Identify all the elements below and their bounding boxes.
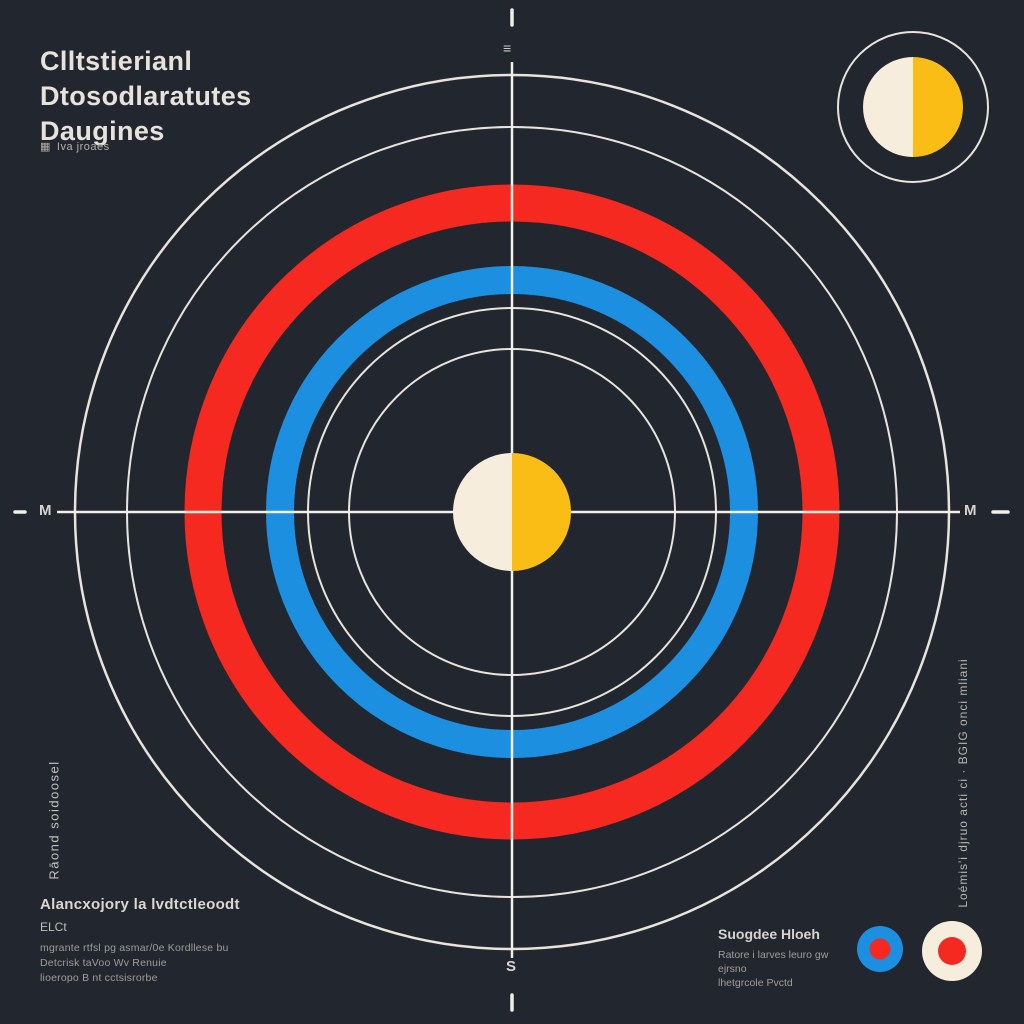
grid-icon: ▦ <box>40 141 51 153</box>
title-line-2: Dtosodlaratutes <box>40 81 252 111</box>
badge-cream-red-inner <box>938 937 966 965</box>
footer-right-block: Suogdee Hloeh Ratore i larves leuro gw e… <box>718 926 858 990</box>
byline: ▦ Iva jroaes <box>40 140 110 154</box>
footer-left-block: Alancxojory la lvdtctleoodt ELCt mgrante… <box>40 896 340 986</box>
emblem-disc-left-half <box>863 57 913 157</box>
title-line-1: Clltstierianl <box>40 46 193 76</box>
footer-left-code: ELCt <box>40 920 67 934</box>
compass-west-label: M <box>39 502 52 519</box>
compass-east-label: M <box>964 502 977 519</box>
footer-left-notes: mgrante rtfsl pg asmar/0e Kordllese bu D… <box>40 941 340 986</box>
badge-blue-red-inner <box>869 938 891 960</box>
page-title: Clltstierianl Dtosodlaratutes Daugines <box>40 44 252 149</box>
footer-left-line-1: mgrante rtfsl pg asmar/0e Kordllese bu <box>40 942 229 954</box>
byline-text: Iva jroaes <box>56 140 110 153</box>
left-vertical-label: Rāond soidoosel <box>46 760 62 880</box>
compass-north-glyph: ≡ <box>503 40 512 56</box>
footer-right-notes: Ratore i larves leuro gw ejrsno lhetgrco… <box>718 948 858 990</box>
emblem-outline-circle <box>837 31 989 183</box>
footer-right-line-2: lhetgrcole Pvctd <box>718 977 793 989</box>
emblem-disc-right-half <box>913 57 963 157</box>
compass-south-label: S <box>506 958 517 975</box>
footer-right-line-1: Ratore i larves leuro gw ejrsno <box>718 949 829 975</box>
core-disc-right-half <box>512 453 571 571</box>
core-disc-left-half <box>453 453 512 571</box>
right-vertical-label: Loémis'i djruo acti ci · BGIG onci mlian… <box>956 658 970 908</box>
footer-right-heading: Suogdee Hloeh <box>718 926 820 942</box>
footer-left-line-3: lioeropo B nt cctsisrorbe <box>40 972 158 984</box>
footer-left-line-2: Detcrisk taVoo Wv Renuie <box>40 957 167 969</box>
title-line-3: Daugines <box>40 116 165 146</box>
footer-left-heading: Alancxojory la lvdtctleoodt <box>40 896 240 913</box>
